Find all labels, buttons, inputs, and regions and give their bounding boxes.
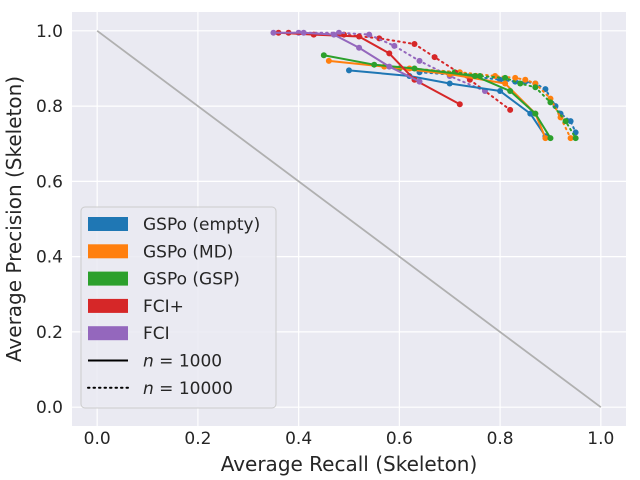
data-point	[325, 57, 332, 64]
y-tick-labels: 0.0 0.2 0.4 0.6 0.8 1.0	[36, 22, 63, 418]
legend-label: GSPo (empty)	[143, 215, 260, 235]
x-tick-label: 0.8	[487, 429, 514, 449]
data-point	[346, 67, 352, 74]
data-point	[446, 80, 453, 87]
data-point	[356, 33, 363, 40]
data-point	[371, 61, 378, 68]
series-line-fci-n1000	[278, 31, 461, 106]
data-point	[497, 88, 504, 95]
data-point	[320, 52, 327, 59]
data-point	[411, 40, 418, 47]
legend-swatch	[88, 298, 128, 313]
y-axis-title: Average Precision (Skeleton)	[2, 76, 26, 362]
legend-label: n = 1000	[143, 352, 222, 372]
data-point	[386, 50, 393, 57]
data-point	[512, 74, 519, 81]
y-tick-label: 1.0	[36, 22, 63, 42]
data-point	[547, 135, 554, 142]
legend-swatch	[88, 244, 128, 259]
legend-label: GSPo (MD)	[143, 242, 233, 262]
x-tick-label: 0.0	[84, 429, 111, 449]
legend-label: FCI	[143, 324, 170, 344]
data-point	[527, 110, 534, 117]
legend: GSPo (empty) GSPo (MD) GSPo (GSP) FCI+ FCI n …	[80, 206, 277, 409]
data-point	[270, 29, 277, 36]
diagonal-reference-line	[96, 30, 602, 408]
series-line-gspo-empty-n1000	[348, 69, 547, 137]
legend-swatch	[88, 217, 128, 231]
y-tick-label: 0.4	[36, 248, 63, 268]
data-point	[416, 78, 423, 85]
data-point	[416, 57, 423, 64]
data-point	[547, 99, 554, 106]
data-point	[300, 29, 307, 36]
data-point	[471, 72, 478, 79]
y-tick-label: 0.2	[36, 323, 63, 343]
data-point	[507, 106, 514, 113]
data-point	[522, 76, 529, 83]
data-point	[386, 63, 393, 70]
legend-swatch	[88, 271, 128, 286]
legend-label: FCI+	[143, 297, 184, 317]
legend-box	[80, 206, 277, 409]
data-point	[562, 118, 569, 125]
data-point	[366, 31, 373, 38]
data-point	[391, 42, 398, 49]
data-point	[567, 118, 574, 125]
y-tick-label: 0.6	[36, 172, 63, 192]
data-point	[517, 80, 524, 87]
data-point	[532, 110, 539, 117]
data-point	[431, 54, 438, 61]
data-point	[572, 135, 579, 142]
y-tick-label: 0.0	[36, 398, 63, 418]
x-tick-labels: 0.0 0.2 0.4 0.6 0.8 1.0	[84, 429, 615, 449]
data-point	[335, 29, 342, 36]
data-point	[507, 88, 514, 95]
data-point	[502, 74, 509, 81]
data-point	[330, 31, 337, 38]
legend-label: n = 10000	[143, 379, 233, 399]
x-tick-label: 0.6	[386, 429, 413, 449]
x-tick-label: 0.2	[184, 429, 211, 449]
data-point	[502, 80, 509, 87]
data-point	[411, 65, 418, 72]
legend-swatch	[88, 326, 128, 341]
x-tick-label: 1.0	[587, 429, 614, 449]
data-series	[270, 29, 579, 142]
data-point	[532, 84, 539, 91]
data-point	[356, 44, 363, 51]
data-point	[456, 101, 463, 108]
legend-label: GSPo (GSP)	[143, 270, 240, 290]
series-line-fci-n1000	[273, 31, 420, 83]
data-point	[567, 135, 574, 142]
reference-diagonal	[96, 30, 602, 408]
data-point	[542, 135, 549, 142]
x-tick-label: 0.4	[285, 429, 312, 449]
y-tick-label: 0.8	[36, 97, 63, 117]
x-axis-title: Average Recall (Skeleton)	[221, 452, 478, 476]
